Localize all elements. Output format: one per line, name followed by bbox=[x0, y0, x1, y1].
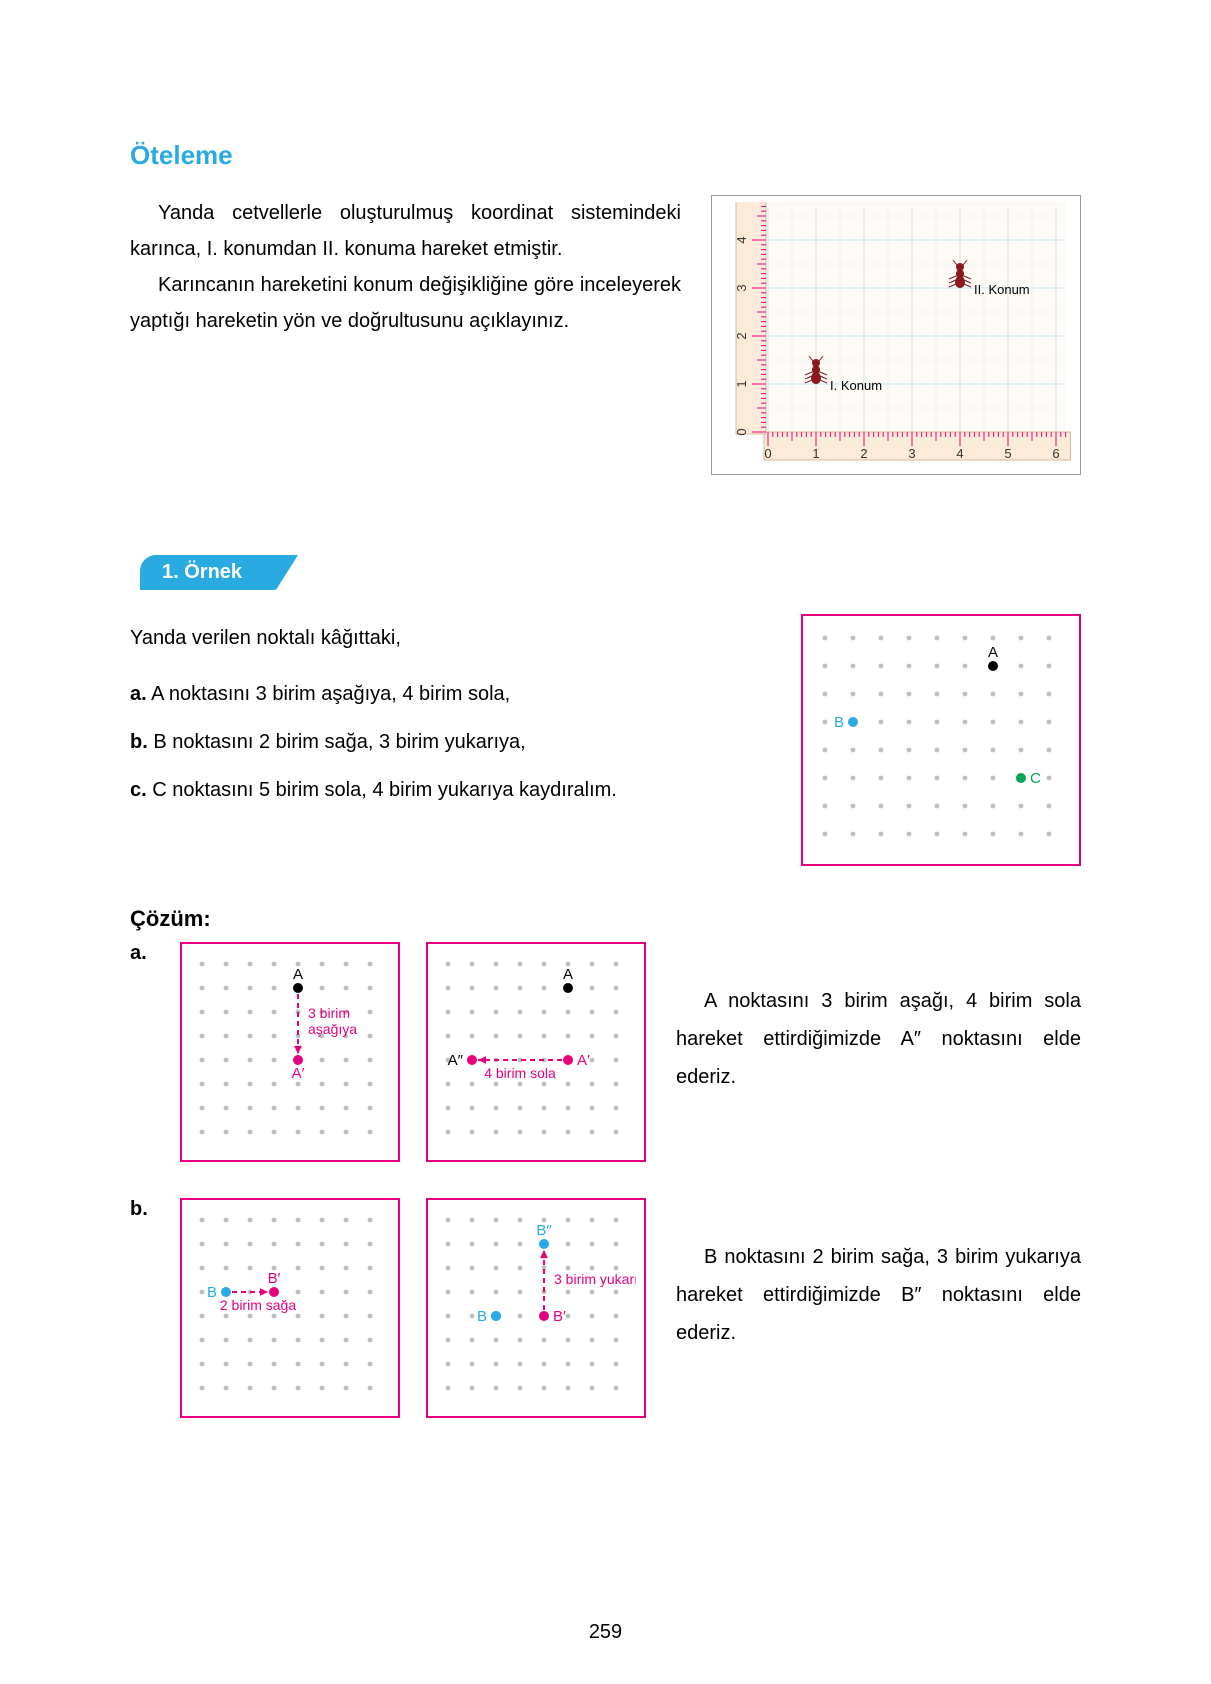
svg-text:3 birim: 3 birim bbox=[308, 1005, 350, 1021]
intro-p1: Yanda cetvellerle oluşturulmuş koordinat… bbox=[130, 195, 681, 267]
svg-text:C: C bbox=[1030, 770, 1041, 787]
svg-text:B″: B″ bbox=[536, 1222, 552, 1239]
ex1-lead: Yanda verilen noktalı kâğıttaki, bbox=[130, 614, 771, 662]
svg-text:4: 4 bbox=[956, 446, 963, 461]
svg-text:II. Konum: II. Konum bbox=[974, 282, 1030, 297]
svg-text:3: 3 bbox=[734, 284, 749, 291]
svg-text:2: 2 bbox=[860, 446, 867, 461]
svg-text:2 birim sağa: 2 birim sağa bbox=[220, 1297, 296, 1313]
example1-text: Yanda verilen noktalı kâğıttaki, a. A no… bbox=[130, 614, 771, 814]
svg-text:6: 6 bbox=[1052, 446, 1059, 461]
intro-p2: Karıncanın hareketini konum değişikliğin… bbox=[130, 267, 681, 339]
sol-b-label: b. bbox=[130, 1198, 150, 1221]
sol-a-grid-2: A A′ A″ 4 birim sola bbox=[426, 942, 646, 1162]
ex1-dot-grid: A B C bbox=[801, 614, 1081, 866]
svg-text:B: B bbox=[477, 1308, 487, 1325]
svg-text:aşağıya: aşağıya bbox=[308, 1021, 357, 1037]
svg-text:A: A bbox=[988, 644, 998, 661]
page-number: 259 bbox=[0, 1621, 1211, 1644]
svg-text:4: 4 bbox=[734, 236, 749, 243]
svg-text:A: A bbox=[293, 966, 303, 983]
sol-a-text: A noktasını 3 birim aşağı, 4 birim sola … bbox=[676, 942, 1081, 1096]
svg-text:B: B bbox=[207, 1284, 217, 1301]
sol-b-grid-2: B B′ B″ 3 birim yukarıya bbox=[426, 1198, 646, 1418]
svg-text:1: 1 bbox=[812, 446, 819, 461]
ex1-a: a. A noktasını 3 birim aşağıya, 4 birim … bbox=[130, 670, 771, 718]
svg-text:B: B bbox=[834, 714, 844, 731]
ex1-b: b. B noktasını 2 birim sağa, 3 birim yuk… bbox=[130, 718, 771, 766]
svg-text:A″: A″ bbox=[448, 1052, 464, 1069]
page-title: Öteleme bbox=[130, 140, 1081, 171]
svg-text:3 birim yukarıya: 3 birim yukarıya bbox=[554, 1271, 636, 1287]
ruler-coordinate-figure: 0 1 2 3 4 5 6 0 1 2 3 4 I. Konum II. Konum bbox=[711, 195, 1081, 475]
sol-b-text: B noktasını 2 birim sağa, 3 birim yukarı… bbox=[676, 1198, 1081, 1352]
sol-b-grid-1: B B′ 2 birim sağa bbox=[180, 1198, 400, 1418]
example-tab: 1. Örnek bbox=[140, 555, 298, 590]
svg-text:5: 5 bbox=[1004, 446, 1011, 461]
svg-text:A′: A′ bbox=[292, 1065, 305, 1082]
svg-text:B′: B′ bbox=[268, 1270, 281, 1287]
svg-text:A′: A′ bbox=[577, 1052, 590, 1069]
svg-text:I. Konum: I. Konum bbox=[830, 378, 882, 393]
sol-a-label: a. bbox=[130, 942, 150, 965]
svg-text:1: 1 bbox=[734, 380, 749, 387]
sol-a-grid-1: A A′ 3 birimaşağıya bbox=[180, 942, 400, 1162]
svg-text:A: A bbox=[563, 966, 573, 983]
svg-text:0: 0 bbox=[764, 446, 771, 461]
svg-text:B′: B′ bbox=[553, 1308, 566, 1325]
svg-text:2: 2 bbox=[734, 332, 749, 339]
svg-text:4 birim sola: 4 birim sola bbox=[484, 1065, 556, 1081]
solution-heading: Çözüm: bbox=[130, 906, 1081, 932]
ex1-c: c. C noktasını 5 birim sola, 4 birim yuk… bbox=[130, 766, 771, 814]
svg-text:3: 3 bbox=[908, 446, 915, 461]
svg-text:0: 0 bbox=[734, 428, 749, 435]
intro-text: Yanda cetvellerle oluşturulmuş koordinat… bbox=[130, 195, 681, 339]
